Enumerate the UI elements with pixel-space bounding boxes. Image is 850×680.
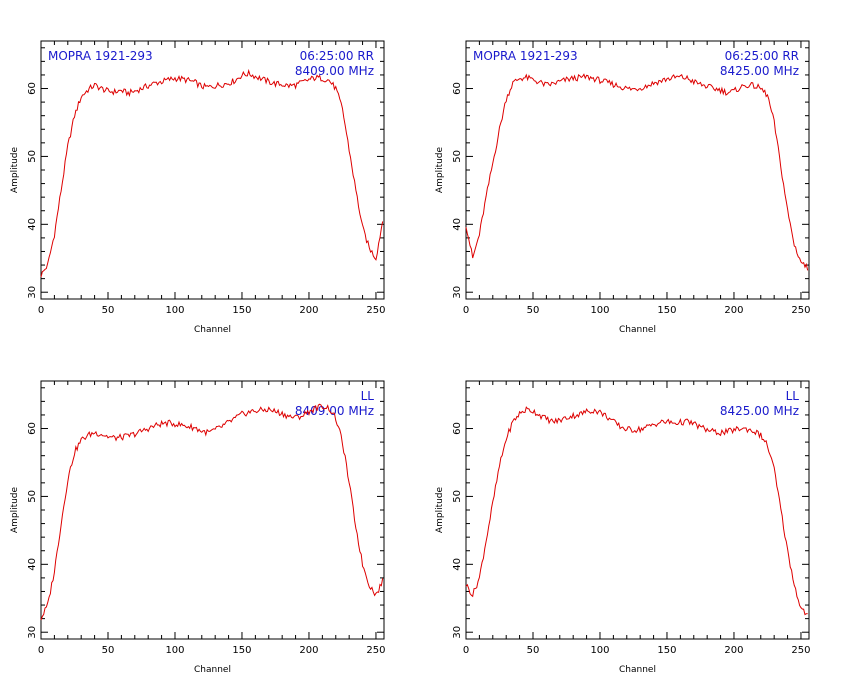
x-tick-label: 50 xyxy=(527,645,540,656)
y-axis-label: Amplitude xyxy=(435,486,445,533)
x-axis-label: Channel xyxy=(194,325,231,335)
annotation-line-1: 06:25:00 RR xyxy=(725,49,799,63)
x-tick-label: 0 xyxy=(38,305,44,316)
source-annotation: MOPRA 1921-293 xyxy=(473,49,578,63)
annotation-line-2: 8425.00 MHz xyxy=(720,404,799,418)
amplitude-trace xyxy=(40,403,384,621)
y-tick-label: 30 xyxy=(452,286,463,299)
x-axis-label: Channel xyxy=(619,325,656,335)
y-tick-label: 50 xyxy=(452,150,463,163)
x-tick-label: 100 xyxy=(165,305,184,316)
x-tick-label: 100 xyxy=(590,645,609,656)
y-axis-label: Amplitude xyxy=(10,486,20,533)
y-tick-label: 50 xyxy=(27,490,38,503)
y-tick-label: 60 xyxy=(452,422,463,435)
x-tick-label: 0 xyxy=(463,645,469,656)
annotation-line-2: 8409.00 MHz xyxy=(295,404,374,418)
x-tick-label: 50 xyxy=(102,645,115,656)
y-tick-label: 60 xyxy=(27,422,38,435)
y-axis-label: Amplitude xyxy=(10,146,20,193)
chart-panel-4: 0 50 100 150 200 250 30 40 50 60 Channel Amplitude L… xyxy=(435,380,811,675)
annotation-line-1: LL xyxy=(361,389,375,403)
plot-frame xyxy=(465,380,810,640)
amplitude-trace xyxy=(40,68,384,278)
amplitude-trace xyxy=(465,73,809,271)
y-tick-label: 60 xyxy=(27,82,38,95)
x-tick-label: 150 xyxy=(232,645,251,656)
y-tick-label: 40 xyxy=(27,558,38,571)
x-tick-label: 150 xyxy=(657,645,676,656)
x-tick-label: 200 xyxy=(724,645,743,656)
y-axis-label: Amplitude xyxy=(435,146,445,193)
y-tick-label: 40 xyxy=(452,218,463,231)
y-tick-label: 30 xyxy=(27,626,38,639)
plot-frame xyxy=(40,380,385,640)
y-tick-label: 50 xyxy=(452,490,463,503)
annotation-line-2: 8409.00 MHz xyxy=(295,64,374,78)
x-tick-label: 250 xyxy=(791,645,810,656)
y-tick-label: 60 xyxy=(452,82,463,95)
annotation-line-2: 8425.00 MHz xyxy=(720,64,799,78)
x-tick-label: 250 xyxy=(791,305,810,316)
x-tick-label: 150 xyxy=(232,305,251,316)
chart-panel-2: 0 50 100 150 200 250 30 40 50 60 Channel Amplitude M… xyxy=(435,40,811,335)
amplitude-trace xyxy=(465,406,808,616)
annotation-line-1: LL xyxy=(786,389,800,403)
x-tick-label: 50 xyxy=(102,305,115,316)
y-tick-label: 40 xyxy=(27,218,38,231)
chart-panel-1: 0 50 100 150 200 250 30 40 50 60 Channel Amplitude M… xyxy=(10,40,386,335)
x-axis-label: Channel xyxy=(619,665,656,675)
x-tick-label: 0 xyxy=(463,305,469,316)
plot-frame xyxy=(40,40,385,300)
x-tick-label: 200 xyxy=(299,645,318,656)
y-tick-label: 40 xyxy=(452,558,463,571)
chart-panel-3: 0 50 100 150 200 250 30 40 50 60 Channel Amplitude L… xyxy=(10,380,386,675)
x-tick-label: 200 xyxy=(299,305,318,316)
x-axis-label: Channel xyxy=(194,665,231,675)
y-tick-label: 30 xyxy=(452,626,463,639)
x-tick-label: 200 xyxy=(724,305,743,316)
source-annotation: MOPRA 1921-293 xyxy=(48,49,153,63)
y-tick-label: 50 xyxy=(27,150,38,163)
x-tick-label: 250 xyxy=(366,645,385,656)
y-tick-label: 30 xyxy=(27,286,38,299)
x-tick-label: 50 xyxy=(527,305,540,316)
x-tick-label: 100 xyxy=(590,305,609,316)
x-tick-label: 150 xyxy=(657,305,676,316)
x-tick-label: 100 xyxy=(165,645,184,656)
annotation-line-1: 06:25:00 RR xyxy=(300,49,374,63)
x-tick-label: 0 xyxy=(38,645,44,656)
x-tick-label: 250 xyxy=(366,305,385,316)
